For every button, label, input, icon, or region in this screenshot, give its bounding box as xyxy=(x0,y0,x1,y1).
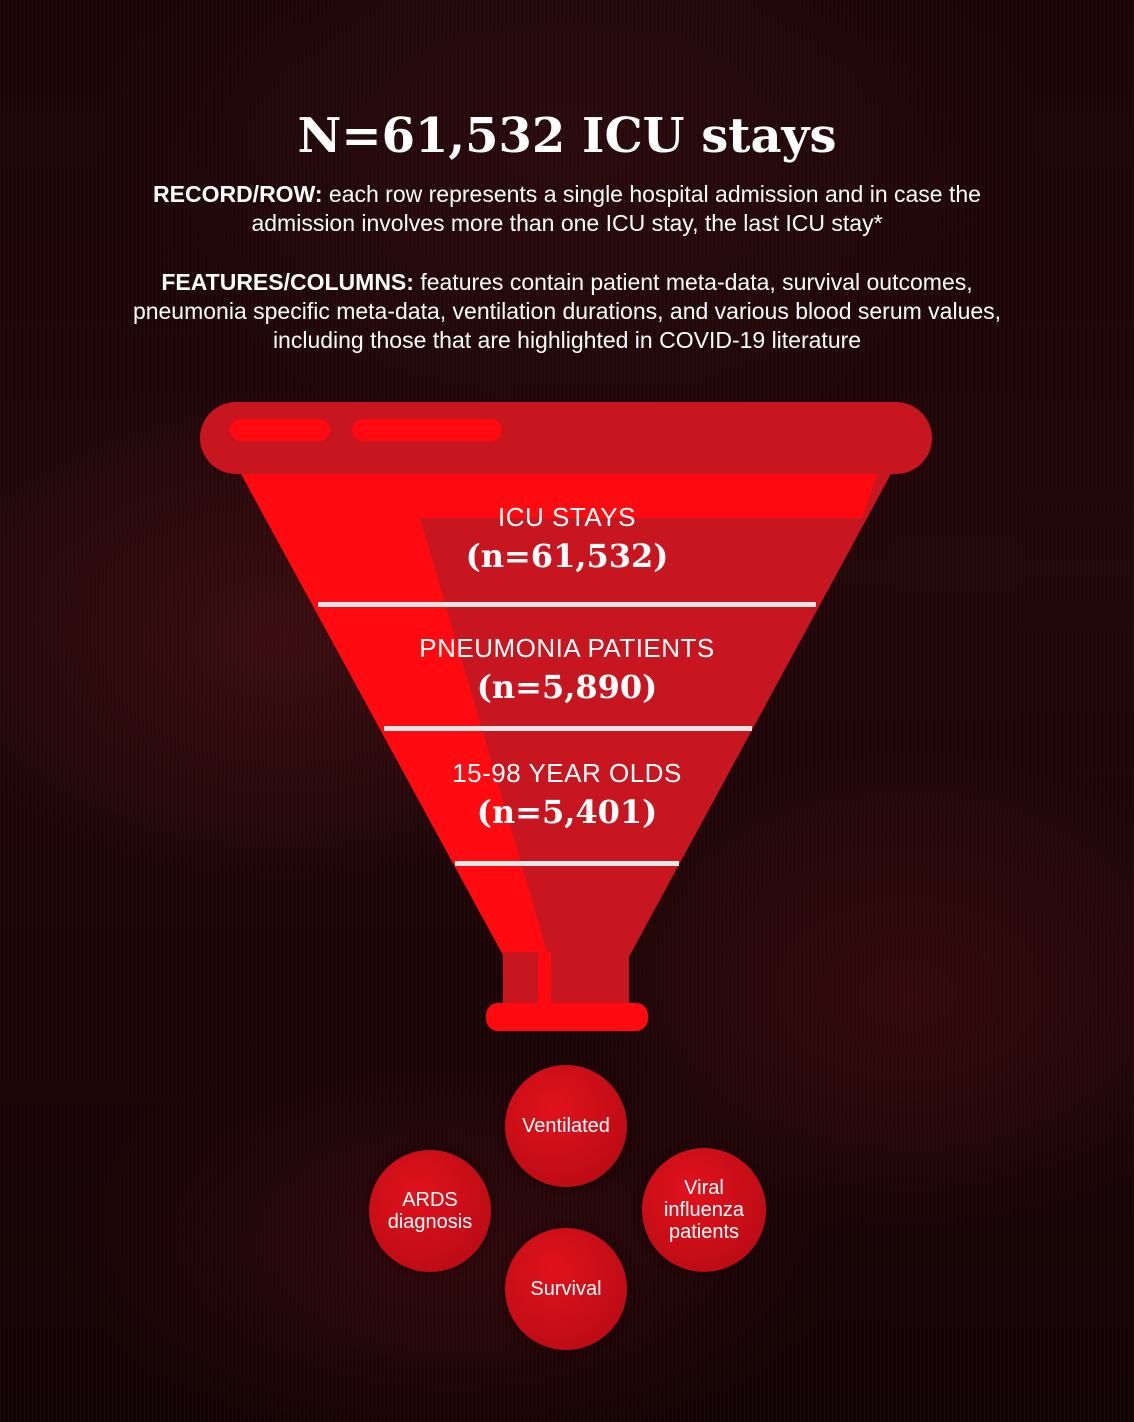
outcome-label: ARDS diagnosis xyxy=(387,1189,473,1233)
features-description: FEATURES/COLUMNS: features contain patie… xyxy=(117,268,1017,355)
stage-label: ICU STAYS xyxy=(498,502,636,532)
funnel-neck-highlight xyxy=(538,952,551,1008)
stage-count: (n=61,532) xyxy=(465,537,669,575)
stage-divider-2 xyxy=(384,726,752,731)
rim-highlight-1 xyxy=(230,419,330,441)
funnel-spout xyxy=(486,1003,648,1031)
outcome-label: Viral influenza patients xyxy=(663,1177,745,1243)
stage-divider-1 xyxy=(318,602,816,607)
stage-label: PNEUMONIA PATIENTS xyxy=(419,633,715,663)
stage-age-range: 15-98 YEAR OLDS (n=5,401) xyxy=(0,758,1134,832)
outcome-viral-influenza: Viral influenza patients xyxy=(642,1148,766,1272)
outcome-survival: Survival xyxy=(505,1228,627,1350)
funnel-highlight xyxy=(240,472,878,955)
stage-pneumonia-patients: PNEUMONIA PATIENTS (n=5,890) xyxy=(0,633,1134,707)
stage-icu-stays: ICU STAYS (n=61,532) xyxy=(0,502,1134,576)
rim-highlight-2 xyxy=(352,419,502,441)
features-label: FEATURES/COLUMNS: xyxy=(161,269,414,295)
page-title: N=61,532 ICU stays xyxy=(297,108,837,164)
record-label: RECORD/ROW: xyxy=(153,181,323,207)
outcome-ards-diagnosis: ARDS diagnosis xyxy=(369,1150,491,1272)
features-text: features contain patient meta-data, surv… xyxy=(132,269,1002,353)
outcome-label: Ventilated xyxy=(522,1115,610,1137)
stage-count: (n=5,890) xyxy=(476,668,658,706)
record-description: RECORD/ROW: each row represents a single… xyxy=(117,180,1017,238)
stage-label: 15-98 YEAR OLDS xyxy=(452,758,682,788)
header: N=61,532 ICU stays RECORD/ROW: each row … xyxy=(0,100,1134,355)
outcome-label: Survival xyxy=(530,1278,602,1300)
stage-count: (n=5,401) xyxy=(476,793,658,831)
outcome-ventilated: Ventilated xyxy=(505,1065,627,1187)
funnel-neck xyxy=(503,952,629,1008)
record-text: each row represents a single hospital ad… xyxy=(251,181,981,236)
stage-divider-3 xyxy=(455,861,679,866)
